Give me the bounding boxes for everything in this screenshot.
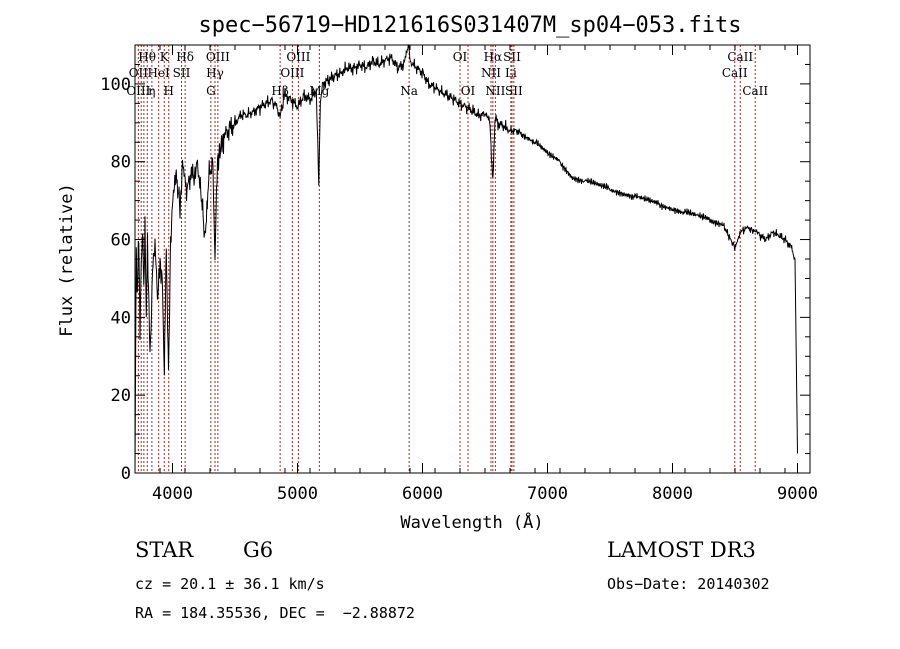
y-axis-ticks: 0 20 40 60 80 100 (100, 44, 810, 484)
y-axis-label: Flux (relative) (57, 183, 77, 337)
line-label: Hγ (206, 66, 224, 80)
line-label: Li (505, 66, 517, 80)
line-label: Hα (484, 50, 503, 64)
line-label: OIII (286, 50, 310, 64)
y-tick-label: 0 (121, 464, 131, 484)
chart-title: spec−56719−HD121616S031407M_sp04−053.fit… (198, 13, 741, 38)
line-label: OI (461, 84, 476, 98)
x-tick-label: 6000 (402, 484, 443, 504)
flux-series-line (134, 44, 798, 474)
x-tick-label: 4000 (152, 484, 193, 504)
spectral-subclass: G6 (243, 538, 274, 562)
y-tick-label: 40 (111, 308, 131, 328)
line-label: CaII (742, 84, 768, 98)
line-label: SII (173, 66, 191, 80)
line-label: CaII (722, 66, 748, 80)
survey-name: LAMOST DR3 (607, 538, 756, 562)
line-label: Na (400, 84, 418, 98)
line-label: η (148, 84, 155, 98)
y-tick-label: 80 (111, 153, 131, 173)
line-label: H (164, 84, 174, 98)
object-class: STAR (135, 538, 194, 562)
y-tick-label: 100 (100, 75, 131, 95)
line-label: OIII (280, 66, 304, 80)
line-label: K (160, 50, 170, 64)
obs-date: Obs−Date: 20140302 (607, 575, 770, 593)
coordinates: RA = 184.35536, DEC = −2.88872 (135, 604, 415, 622)
emission-line-markers (137, 45, 756, 473)
y-tick-label: 60 (111, 231, 131, 251)
line-label: OIII (126, 84, 150, 98)
x-tick-label: 5000 (277, 484, 318, 504)
line-label: NII (485, 84, 505, 98)
x-tick-label: 9000 (777, 484, 818, 504)
x-tick-label: 8000 (652, 484, 693, 504)
redshift-text: cz = 20.1 ± 36.1 km/s (135, 575, 325, 593)
line-label: Hδ (176, 50, 194, 64)
line-label: G (206, 84, 216, 98)
x-axis-label: Wavelength (Å) (400, 511, 543, 533)
line-label: OII (129, 66, 149, 80)
line-label: OI (453, 50, 468, 64)
x-tick-label: 7000 (527, 484, 568, 504)
line-label: SII (505, 84, 523, 98)
line-label: OIII (206, 50, 230, 64)
line-label: NII (481, 66, 501, 80)
y-tick-label: 20 (111, 386, 131, 406)
line-label: Hθ (138, 50, 156, 64)
line-label: HeI (147, 66, 170, 80)
line-label: CaII (727, 50, 753, 64)
line-label: SII (503, 50, 521, 64)
x-axis-ticks: 4000 5000 6000 7000 8000 9000 (134, 45, 818, 504)
